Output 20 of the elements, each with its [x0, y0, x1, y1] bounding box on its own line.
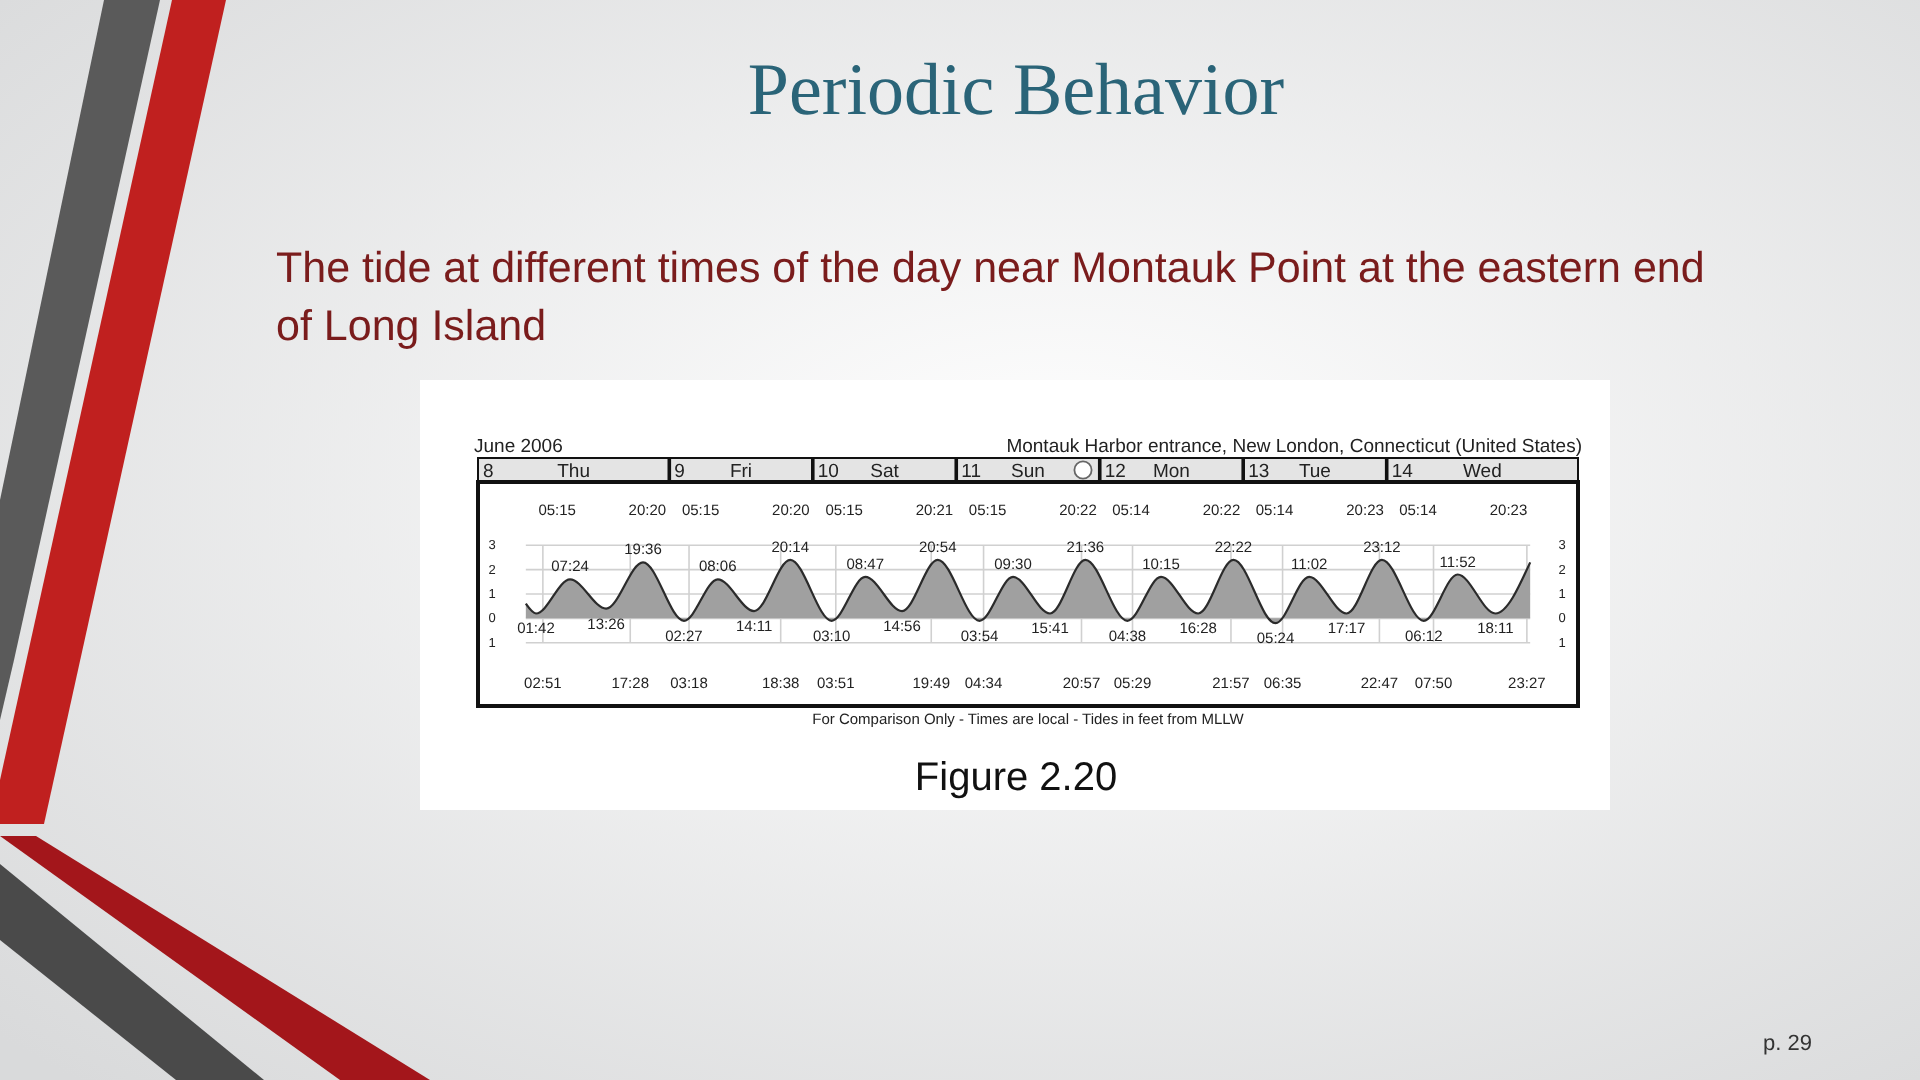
- text: p. 29: [1763, 1032, 1812, 1056]
- chart-title: Periodic Behavior: [747, 50, 1285, 132]
- annotation: 9: [674, 461, 685, 483]
- text: Montauk Harbor entrance, New London, Connecticut (United States): [1006, 436, 1582, 458]
- annotation: Tue: [1298, 461, 1331, 483]
- annotation: Sat: [870, 461, 900, 483]
- annotation: 12: [1104, 461, 1126, 483]
- annotation: 10: [817, 461, 839, 483]
- annotation: 14: [1391, 461, 1413, 483]
- annotation: Sun: [1011, 461, 1045, 483]
- annotation: 13: [1248, 461, 1270, 483]
- annotation: 8: [483, 461, 494, 483]
- annotation: 11: [961, 461, 982, 483]
- annotation: Mon: [1152, 461, 1190, 483]
- annotation: Wed: [1462, 461, 1502, 483]
- annotation: Thu: [557, 461, 591, 483]
- caption: Figure 2.20: [914, 756, 1118, 800]
- chart-subtitle: The tide at different times of the day near Montauk Point at the eastern end of Long Island: [276, 244, 1705, 350]
- annotation: Fri: [729, 461, 753, 483]
- text: June 2006: [474, 436, 563, 458]
